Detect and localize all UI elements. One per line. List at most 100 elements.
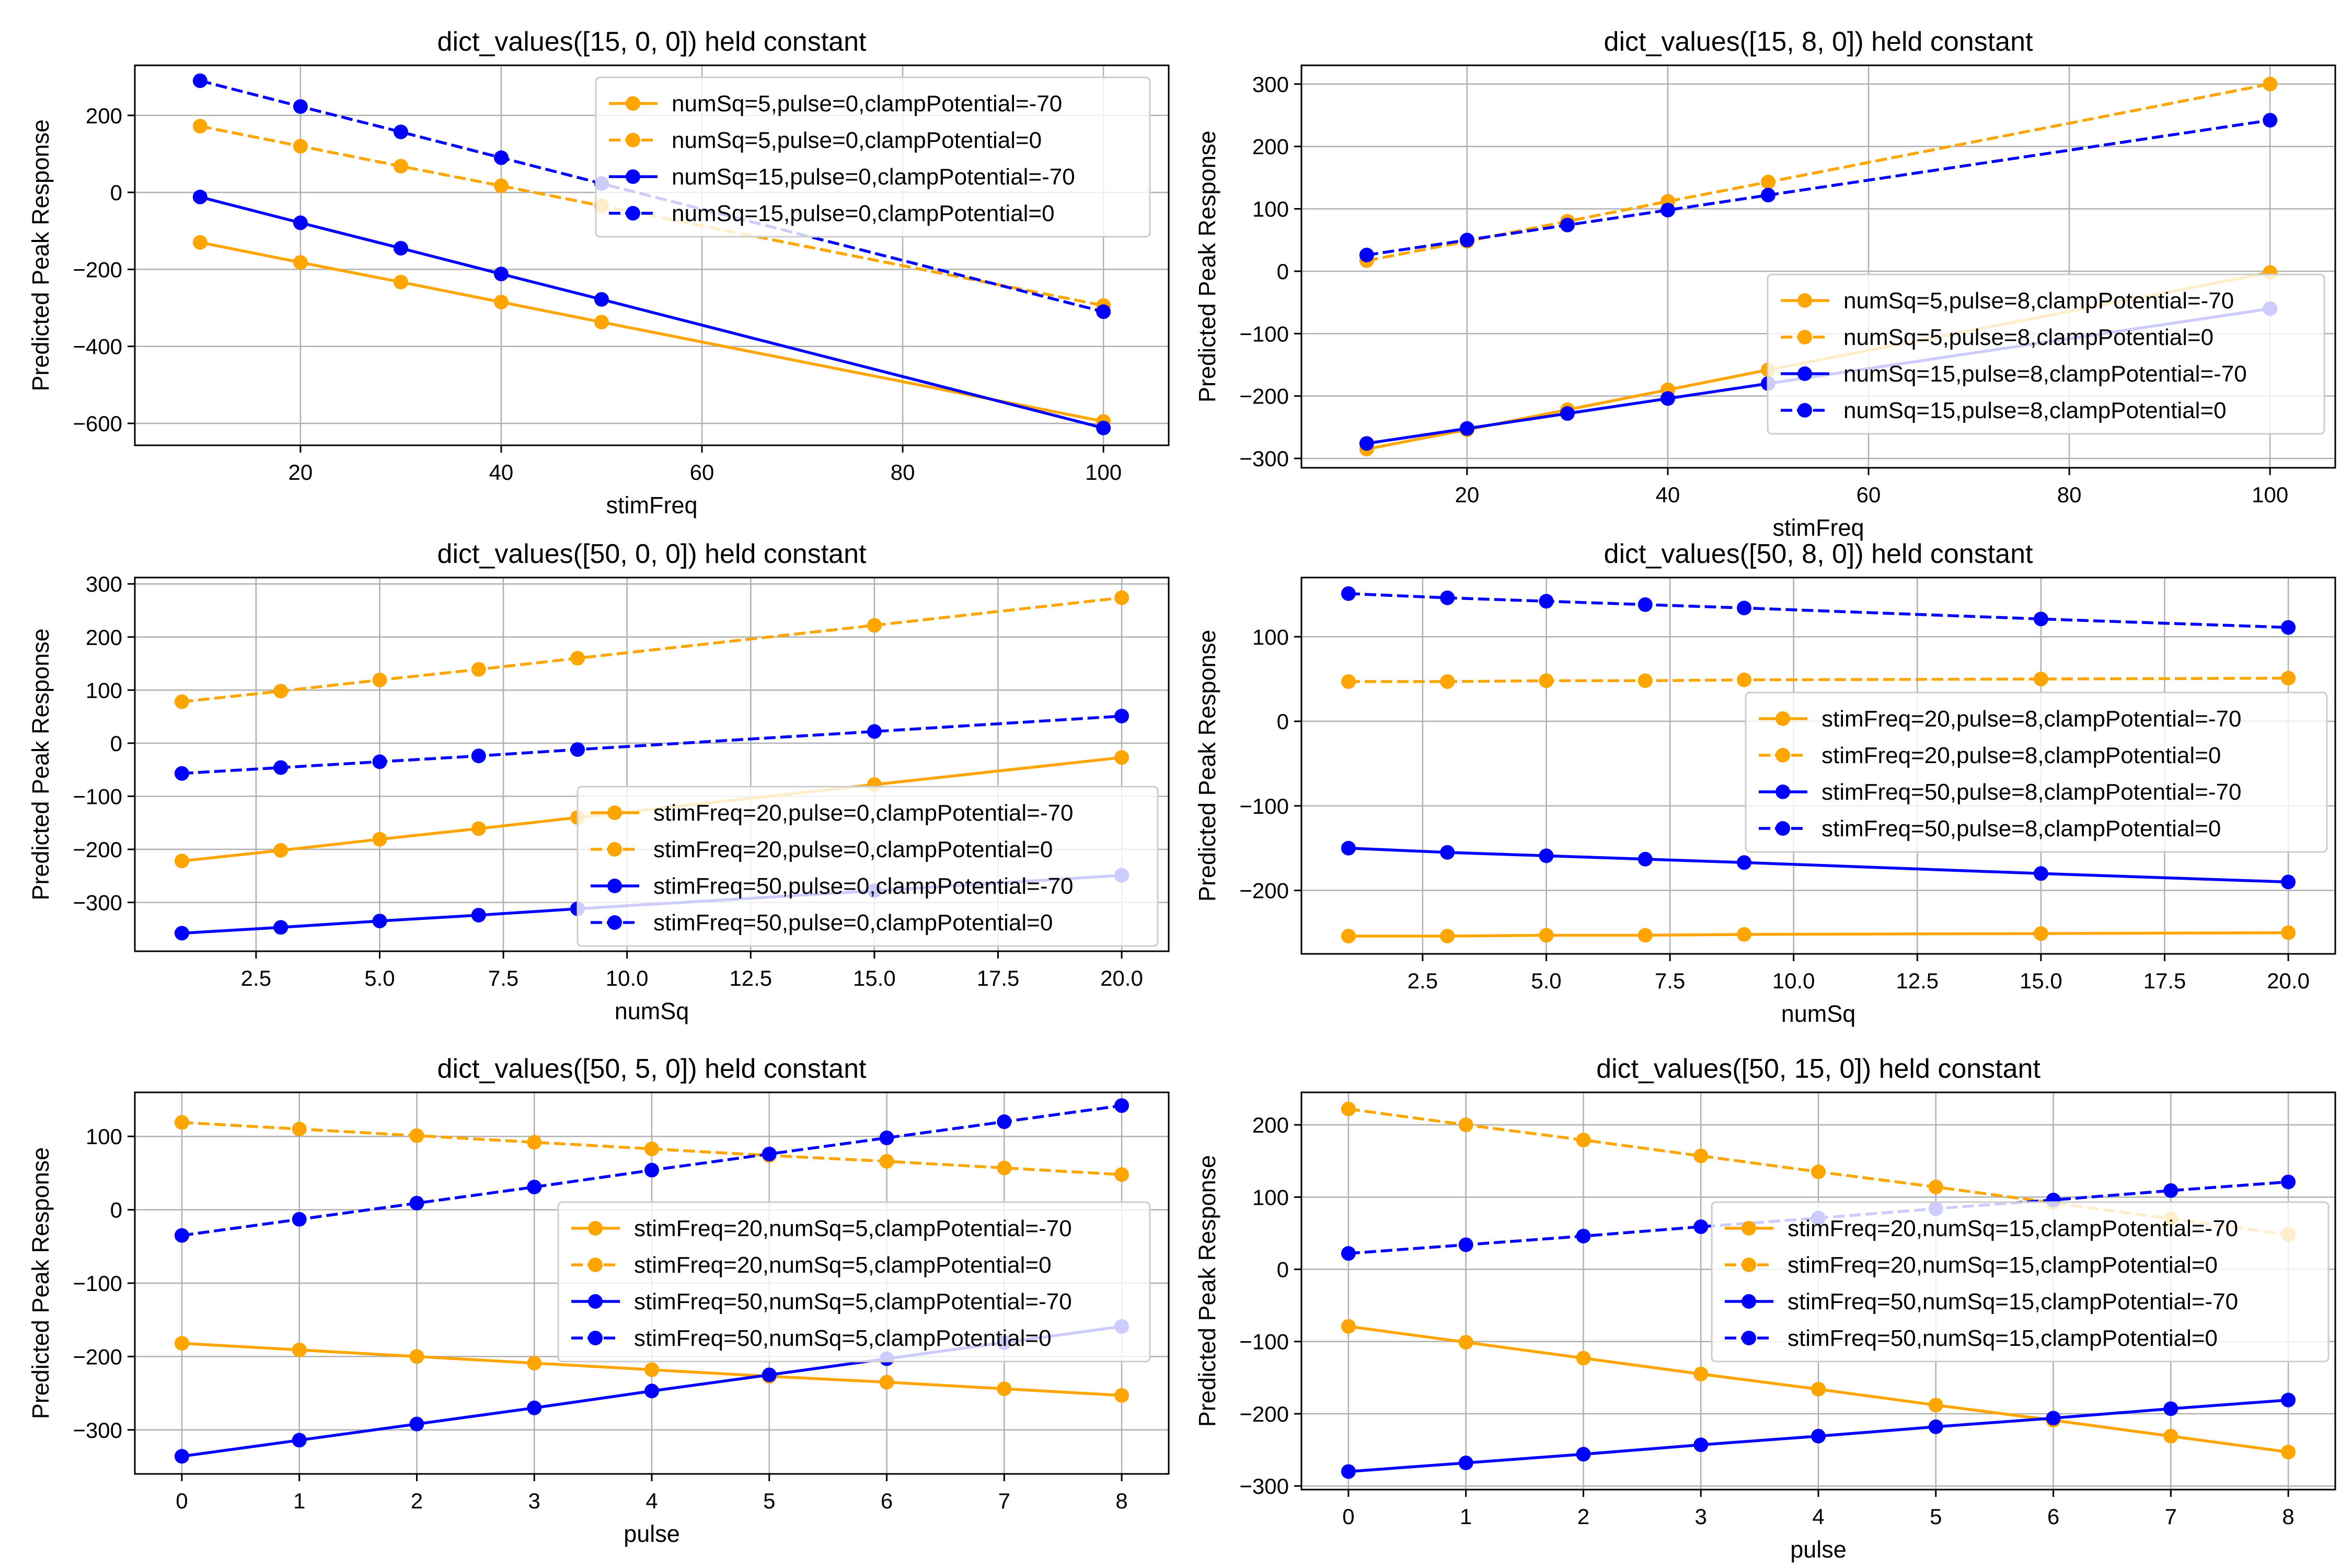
y-tick-label: 100	[1252, 197, 1289, 222]
legend-marker	[1797, 366, 1812, 381]
data-point	[1114, 750, 1129, 765]
series-line	[1366, 83, 2270, 262]
x-tick-label: 15.0	[853, 966, 896, 990]
series-line	[200, 195, 1104, 430]
data-point	[1341, 1101, 1356, 1116]
data-point	[409, 1349, 424, 1364]
legend-entry: stimFreq=50,numSq=15,clampPotential=0	[1725, 1325, 2218, 1351]
x-tick-label: 0	[176, 1489, 188, 1513]
series-3	[1341, 840, 2296, 890]
data-point	[1458, 1335, 1473, 1350]
legend-marker	[1797, 403, 1812, 418]
legend-entry: stimFreq=20,pulse=8,clampPotential=-70	[1759, 706, 2241, 732]
x-tick-label: 10.0	[606, 966, 649, 990]
data-point	[273, 843, 289, 858]
axes-frame	[134, 64, 1170, 446]
data-point	[2281, 925, 2296, 940]
data-point	[292, 1433, 307, 1448]
x-tick-label: 7	[998, 1489, 1010, 1513]
y-tick-label: −600	[73, 411, 122, 436]
legend-entry: stimFreq=20,pulse=8,clampPotential=0	[1759, 743, 2221, 768]
axes-frame	[1300, 64, 2336, 469]
x-tick-label: 20	[1455, 482, 1480, 507]
legend-marker	[607, 915, 622, 930]
legend-entry: stimFreq=50,numSq=5,clampPotential=-70	[571, 1289, 1072, 1315]
data-point	[1811, 1165, 1826, 1179]
x-tick-label: 1	[293, 1489, 305, 1513]
data-point	[1114, 709, 1129, 724]
data-point	[174, 1115, 189, 1130]
data-point	[292, 1342, 307, 1357]
data-point	[2033, 866, 2048, 881]
data-point	[192, 235, 207, 250]
x-tick-label: 80	[2057, 482, 2082, 507]
data-point	[1341, 1464, 1356, 1479]
legend-entry: numSq=15,pulse=0,clampPotential=0	[609, 201, 1055, 226]
legend-marker	[626, 169, 640, 184]
x-tick-label: 7.5	[1655, 969, 1685, 993]
legend-entry: numSq=5,pulse=0,clampPotential=0	[609, 128, 1042, 153]
x-tick-label: 7.5	[488, 966, 518, 990]
legend-entry: stimFreq=50,pulse=8,clampPotential=0	[1759, 816, 2221, 841]
data-point	[174, 766, 189, 781]
legend-entry: stimFreq=20,pulse=0,clampPotential=-70	[591, 800, 1073, 826]
y-tick-label: 0	[1277, 259, 1289, 284]
data-point	[393, 158, 408, 174]
legend-frame	[1745, 691, 2328, 853]
y-tick-label: 100	[86, 678, 122, 702]
y-tick-label: −200	[73, 1344, 122, 1369]
data-point	[879, 1154, 894, 1169]
legend-entry: stimFreq=50,numSq=5,clampPotential=0	[571, 1325, 1052, 1351]
data-point	[1811, 1381, 1826, 1397]
y-tick-label: −300	[73, 891, 122, 915]
series-line	[1348, 931, 2289, 938]
data-point	[273, 920, 289, 935]
legend-marker	[588, 1331, 603, 1345]
x-axis-label: stimFreq	[606, 492, 697, 518]
data-point	[1341, 1319, 1356, 1334]
y-tick-label: 100	[1252, 1185, 1289, 1209]
legend-marker	[1775, 821, 1790, 836]
y-tick-label: −400	[73, 335, 122, 359]
legend-marker	[626, 96, 640, 111]
data-point	[493, 150, 509, 165]
data-point	[997, 1114, 1012, 1129]
y-tick-label: 0	[110, 180, 122, 205]
legend-label: numSq=15,pulse=0,clampPotential=0	[672, 201, 1055, 226]
data-point	[1737, 855, 1752, 870]
chart-panel-2: 20 40 60 80 100 −300 −200 −100 0 100 200 300 dict_va…	[1194, 27, 2336, 541]
series-1	[1341, 1319, 2296, 1460]
data-point	[1638, 928, 1653, 943]
legend-marker	[1742, 1258, 1756, 1272]
legend-marker	[588, 1221, 603, 1236]
legend-marker	[588, 1258, 603, 1272]
legend-marker	[1742, 1294, 1756, 1309]
data-point	[1459, 421, 1474, 436]
data-point	[471, 907, 486, 923]
chart-panel-1: 20 40 60 80 100 −600 −400 −200 0 200 dict_values([…	[27, 27, 1170, 518]
legend-label: stimFreq=20,numSq=5,clampPotential=-70	[634, 1216, 1072, 1241]
data-point	[174, 854, 189, 869]
data-point	[1341, 1246, 1356, 1261]
series-2	[1341, 671, 2296, 689]
legend-entry: numSq=5,pulse=0,clampPotential=-70	[609, 91, 1062, 117]
data-point	[867, 724, 882, 739]
legend-entry: stimFreq=20,pulse=0,clampPotential=0	[591, 837, 1053, 862]
y-tick-label: 300	[86, 572, 122, 596]
x-tick-label: 4	[1812, 1504, 1824, 1529]
legend-frame	[595, 76, 1151, 238]
data-point	[1114, 1167, 1129, 1182]
data-point	[2281, 671, 2296, 686]
x-axis-label: pulse	[1790, 1536, 1847, 1563]
x-tick-label: 17.5	[2143, 969, 2186, 993]
x-tick-label: 40	[1656, 482, 1680, 507]
y-tick-label: 0	[110, 731, 122, 756]
y-tick-label: 0	[1277, 709, 1289, 734]
axes-frame	[1300, 577, 2336, 955]
data-point	[570, 651, 585, 666]
y-tick-label: 200	[86, 103, 122, 128]
data-point	[997, 1381, 1012, 1397]
data-point	[527, 1356, 542, 1371]
legend-entry: numSq=15,pulse=8,clampPotential=0	[1781, 398, 2227, 423]
data-point	[2263, 113, 2278, 128]
